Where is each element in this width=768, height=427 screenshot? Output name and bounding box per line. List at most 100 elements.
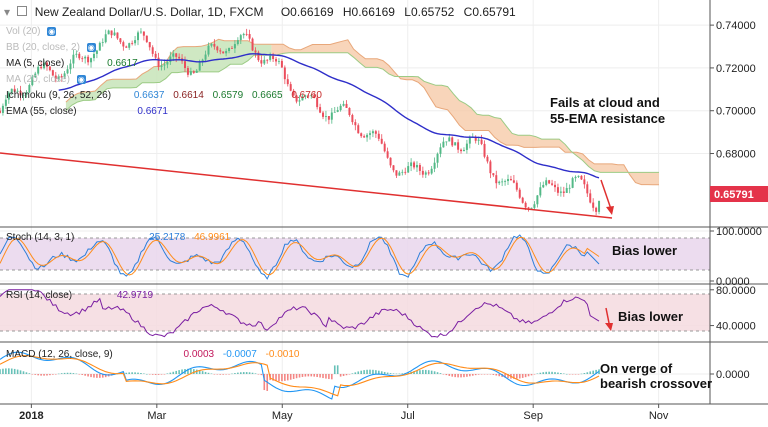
eye-icon[interactable]: ◉ bbox=[86, 43, 96, 52]
macd-hist-bar-121 bbox=[354, 372, 357, 374]
macd-hist-bar-52 bbox=[151, 374, 154, 375]
bb-label: BB (20, close, 2) bbox=[6, 42, 80, 53]
candle-body-51 bbox=[148, 42, 151, 48]
candle-body-20 bbox=[57, 76, 60, 79]
macd-hist-bar-95 bbox=[278, 374, 280, 382]
macd-hist-bar-159 bbox=[466, 374, 468, 377]
macd-histogram bbox=[0, 365, 600, 391]
candle-body-142 bbox=[415, 165, 418, 168]
candle-body-137 bbox=[401, 171, 404, 173]
eye-icon[interactable]: ◉ bbox=[76, 75, 86, 84]
last-price-label: 0.65791 bbox=[714, 189, 754, 201]
cloud-annotation-line-1: Fails at cloud and bbox=[550, 95, 660, 110]
eye-icon[interactable]: ◉ bbox=[47, 27, 57, 36]
macd-hist-bar-28 bbox=[81, 374, 84, 375]
macd-hist-bar-110 bbox=[322, 374, 324, 379]
candle-body-46 bbox=[134, 40, 137, 44]
macd-hist-bar-106 bbox=[310, 374, 313, 377]
candle-body-87 bbox=[254, 50, 257, 53]
macd-hist-bar-160 bbox=[469, 374, 471, 377]
macd-hist-bar-112 bbox=[328, 374, 330, 380]
macd-hist-bar-137 bbox=[401, 373, 404, 374]
candle-body-10 bbox=[28, 85, 31, 93]
macd-hist-bar-98 bbox=[286, 374, 289, 381]
candle-body-125 bbox=[366, 134, 369, 138]
candle-body-103 bbox=[301, 96, 304, 101]
macd-hist-bar-129 bbox=[378, 370, 380, 374]
collapse-icon[interactable]: ▾ bbox=[4, 5, 11, 19]
macd-legend[interactable]: MACD (12, 26, close, 9) 0.0003 -0.0007 -… bbox=[6, 349, 300, 360]
candle-body-123 bbox=[360, 133, 363, 137]
candle-body-84 bbox=[245, 33, 248, 35]
candle-body-164 bbox=[480, 139, 483, 144]
rsi-arrow-head bbox=[605, 323, 613, 331]
x-tick-label-2: May bbox=[272, 410, 293, 422]
candle-body-15 bbox=[43, 62, 46, 69]
cloud-annotation-line-2: 55-EMA resistance bbox=[550, 111, 666, 126]
candle-body-124 bbox=[363, 136, 366, 138]
vol-legend[interactable]: Vol (20) ◉ bbox=[6, 26, 57, 37]
ma2-legend[interactable]: MA (20, close) ◉ bbox=[6, 74, 86, 85]
macd-hist-bar-102 bbox=[298, 374, 301, 378]
macd-hist-bar-126 bbox=[369, 369, 371, 374]
macd-hist-bar-134 bbox=[392, 373, 395, 374]
ichimoku-value-5: 0.6760 bbox=[291, 90, 322, 101]
macd-hist-bar-57 bbox=[166, 373, 169, 374]
candle-body-64 bbox=[186, 68, 189, 75]
candle-body-44 bbox=[128, 43, 131, 48]
candle-body-167 bbox=[489, 161, 492, 174]
ma-legend[interactable]: MA (5, close) 0.6617 bbox=[6, 58, 138, 69]
macd-hist-bar-192 bbox=[563, 373, 565, 375]
macd-hist-bar-172 bbox=[504, 374, 506, 378]
macd-hist-bar-202 bbox=[592, 370, 594, 374]
candle-body-130 bbox=[380, 138, 383, 144]
macd-hist-bar-194 bbox=[568, 374, 571, 375]
candle-body-133 bbox=[389, 157, 392, 166]
candle-body-182 bbox=[533, 204, 536, 208]
plot-background bbox=[0, 0, 710, 427]
stoch-legend[interactable]: Stoch (14, 3, 1) 25.2178 46.9961 bbox=[6, 232, 230, 243]
macd-value-hist: 0.0003 bbox=[183, 349, 215, 360]
macd-hist-bar-166 bbox=[486, 374, 489, 375]
macd-hist-bar-86 bbox=[251, 372, 254, 374]
bb-legend[interactable]: BB (20, close, 2) ◉ bbox=[6, 42, 96, 53]
candle-body-5 bbox=[13, 88, 16, 92]
macd-hist-bar-74 bbox=[216, 374, 219, 375]
macd-hist-bar-105 bbox=[307, 374, 310, 377]
candle-body-106 bbox=[310, 95, 313, 96]
macd-annotation: On verge of bearish crossover bbox=[600, 361, 712, 391]
macd-hist-bar-68 bbox=[198, 370, 201, 374]
candle-body-18 bbox=[51, 70, 54, 76]
candle-body-174 bbox=[509, 179, 512, 181]
x-tick-label-1: Mar bbox=[147, 410, 166, 422]
candle-body-194 bbox=[568, 187, 571, 189]
vol-label: Vol (20) bbox=[6, 26, 41, 37]
macd-hist-bar-5 bbox=[13, 368, 16, 374]
y-tick-label-rsi-1: 80.0000 bbox=[716, 285, 756, 297]
candle-body-159 bbox=[465, 143, 468, 150]
candle-body-170 bbox=[498, 181, 501, 184]
ichimoku-legend[interactable]: Ichimoku (9, 26, 52, 26) 0.6637 0.6614 0… bbox=[6, 90, 322, 101]
macd-hist-bar-133 bbox=[389, 373, 392, 374]
candle-body-80 bbox=[233, 44, 236, 49]
candle-body-120 bbox=[351, 115, 354, 123]
candle-body-127 bbox=[371, 131, 374, 134]
candle-body-143 bbox=[418, 165, 421, 171]
chart-options-icon[interactable] bbox=[17, 6, 28, 16]
macd-hist-bar-32 bbox=[93, 374, 95, 378]
macd-hist-bar-69 bbox=[201, 371, 204, 374]
rsi-legend[interactable]: RSI (14, close) 42.9719 bbox=[6, 290, 153, 301]
ma-value: 0.6617 bbox=[107, 58, 138, 69]
macd-hist-bar-93 bbox=[272, 374, 274, 381]
ema-legend[interactable]: EMA (55, close) 0.6671 bbox=[6, 106, 168, 117]
macd-hist-bar-109 bbox=[319, 374, 321, 378]
candle-body-148 bbox=[433, 162, 436, 169]
candle-body-25 bbox=[72, 54, 75, 64]
candle-body-43 bbox=[125, 46, 128, 48]
candle-body-181 bbox=[530, 207, 533, 209]
candle-body-176 bbox=[515, 182, 518, 190]
candle-body-155 bbox=[454, 142, 457, 146]
candle-body-21 bbox=[60, 76, 63, 78]
macd-hist-bar-150 bbox=[439, 373, 442, 374]
macd-hist-bar-148 bbox=[433, 371, 436, 374]
